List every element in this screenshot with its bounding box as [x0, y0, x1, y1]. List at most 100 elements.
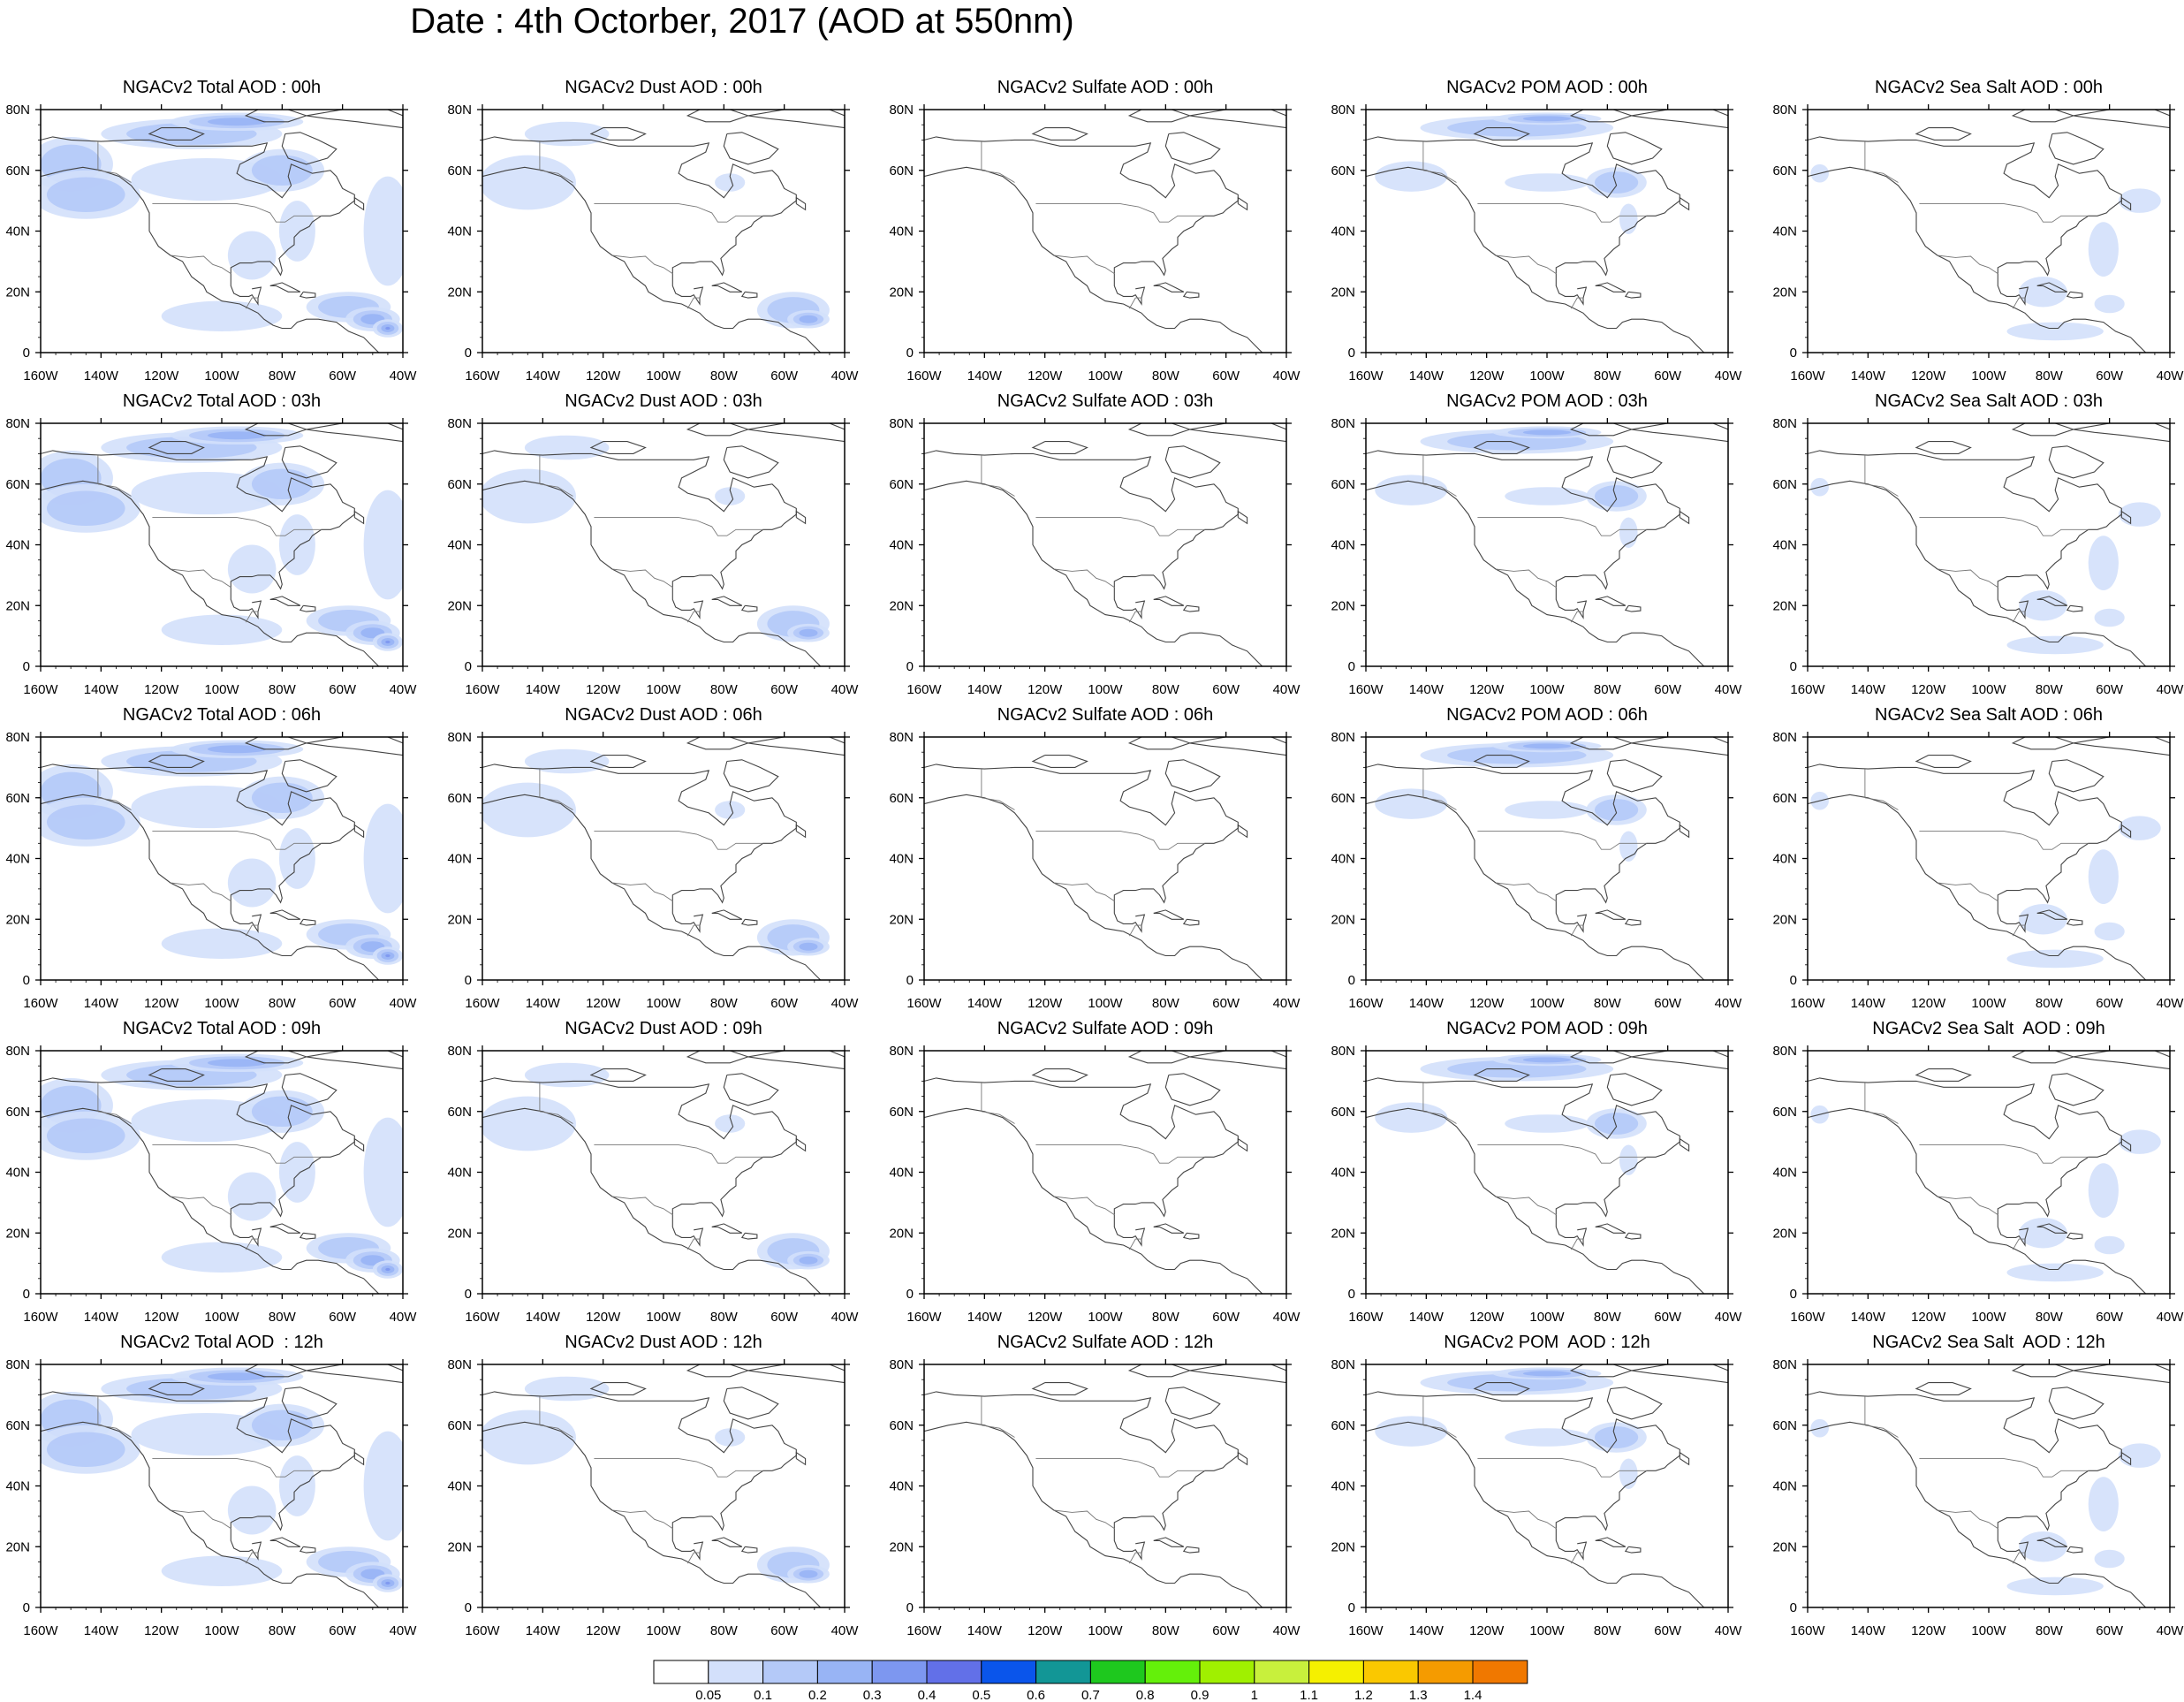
lon-tick-label: 140W [967, 996, 1003, 1011]
aod-plume [1505, 1114, 1589, 1133]
lon-tick-label: 60W [329, 682, 357, 697]
aod-plume [715, 173, 746, 192]
map-panel-total-03h: NGACv2 Total AOD : 03h 160W 140W 120W 100W 80… [0, 391, 442, 697]
lon-tick-label: 40W [831, 996, 860, 1011]
map-panel-seasalt-00h: NGACv2 Sea Salt AOD : 00h 160W 140W 120W 100… [1767, 78, 2184, 384]
lon-tick-label: 80W [1594, 1623, 1622, 1638]
aod-map: 160W 140W 120W 100W 80W 60W 40W 0 20N 40N 60N 80N [1772, 1044, 2184, 1325]
lat-tick-label: 60N [5, 477, 30, 492]
aod-plume [799, 1256, 818, 1265]
lon-tick-label: 100W [1971, 1623, 2006, 1638]
lon-tick-label: 80W [1594, 1310, 1622, 1325]
lat-tick-label: 40N [1772, 538, 1797, 553]
lat-tick-label: 0 [1790, 973, 1797, 988]
lat-tick-label: 20N [889, 912, 914, 927]
lon-tick-label: 120W [1911, 996, 1946, 1011]
lat-tick-label: 80N [1331, 416, 1355, 431]
lat-tick-label: 80N [1772, 416, 1797, 431]
country-borders [539, 1083, 763, 1250]
aod-plume [2094, 1235, 2125, 1255]
aod-plume [1522, 1057, 1572, 1063]
aod-shading [41, 112, 403, 338]
lat-tick-label: 0 [1790, 659, 1797, 674]
lon-tick-label: 80W [2036, 369, 2064, 384]
lat-tick-label: 20N [447, 598, 472, 613]
lon-tick-label: 160W [906, 1310, 942, 1325]
aod-map: 160W 140W 120W 100W 80W 60W 40W 0 20N 40N 60N 80N [5, 1357, 417, 1638]
lat-tick-label: 80N [1331, 1044, 1355, 1059]
aod-plume [799, 315, 818, 323]
lon-tick-label: 160W [906, 996, 942, 1011]
lon-tick-label: 140W [526, 996, 561, 1011]
lon-tick-label: 60W [1654, 1623, 1682, 1638]
lat-tick-label: 0 [465, 659, 472, 674]
colorbar-label: 1 [1251, 1688, 1258, 1702]
lon-tick-label: 140W [1851, 369, 1886, 384]
aod-map: 160W 140W 120W 100W 80W 60W 40W 0 20N 40N 60N 80N [1331, 730, 1742, 1011]
lon-tick-label: 140W [526, 1310, 561, 1325]
lon-tick-label: 80W [269, 369, 297, 384]
lat-tick-label: 60N [5, 791, 30, 806]
aod-plume [46, 804, 125, 840]
lon-tick-label: 80W [710, 682, 739, 697]
lat-tick-label: 60N [1772, 791, 1797, 806]
aod-plume [2088, 849, 2119, 905]
coastlines [924, 1051, 1286, 1294]
aod-plume [251, 782, 313, 814]
lat-tick-label: 20N [1772, 1226, 1797, 1241]
aod-plume [1375, 1416, 1448, 1447]
lon-tick-label: 40W [1273, 682, 1301, 697]
lat-tick-label: 60N [1772, 477, 1797, 492]
coastlines [924, 1364, 1286, 1607]
aod-shading [1375, 1053, 1647, 1175]
aod-plume [363, 1431, 403, 1541]
lon-tick-label: 100W [1088, 682, 1123, 697]
lat-tick-label: 20N [5, 285, 30, 300]
aod-plume [2006, 1263, 2104, 1282]
lon-tick-label: 120W [144, 1310, 179, 1325]
lat-tick-label: 20N [1331, 1539, 1355, 1554]
lon-tick-label: 100W [646, 682, 681, 697]
aod-plume [161, 300, 283, 331]
lon-tick-label: 80W [1152, 369, 1180, 384]
aod-shading [1375, 112, 1647, 234]
lat-tick-label: 20N [1331, 598, 1355, 613]
lat-tick-label: 40N [1772, 852, 1797, 867]
aod-plume [385, 640, 391, 644]
lat-tick-label: 0 [906, 1600, 914, 1615]
map-panel-sulfate-09h: NGACv2 Sulfate AOD : 09h 160W 140W 120W 100W… [883, 1019, 1325, 1325]
lon-tick-label: 160W [906, 682, 942, 697]
coastlines [1366, 1051, 1728, 1294]
lon-tick-label: 100W [646, 1623, 681, 1638]
aod-map: 160W 140W 120W 100W 80W 60W 40W 0 20N 40N 60N 80N [447, 1044, 859, 1325]
lon-tick-label: 120W [586, 682, 621, 697]
lon-tick-label: 60W [2096, 1310, 2124, 1325]
lon-tick-label: 40W [390, 996, 418, 1011]
lat-tick-label: 0 [906, 1287, 914, 1302]
lon-tick-label: 140W [1409, 996, 1445, 1011]
map-panel-total-09h: NGACv2 Total AOD : 09h 160W 140W 120W 100W 80… [0, 1019, 442, 1325]
lat-tick-label: 0 [906, 659, 914, 674]
lat-tick-label: 0 [906, 973, 914, 988]
colorbar-label: 0.5 [972, 1688, 990, 1702]
lat-tick-label: 0 [23, 1600, 30, 1615]
lon-tick-label: 100W [1971, 1310, 2006, 1325]
panel-title: NGACv2 Sulfate AOD : 09h [997, 1019, 1214, 1038]
lon-tick-label: 40W [2157, 682, 2184, 697]
coastlines [1366, 110, 1728, 353]
lon-tick-label: 100W [1529, 996, 1565, 1011]
aod-plume [251, 1409, 313, 1441]
lat-tick-label: 0 [1790, 346, 1797, 361]
lat-tick-label: 80N [447, 1044, 472, 1059]
lat-tick-label: 80N [1772, 103, 1797, 118]
lat-tick-label: 60N [1331, 163, 1355, 179]
lon-tick-label: 100W [204, 996, 239, 1011]
lon-tick-label: 80W [710, 1310, 739, 1325]
lon-tick-label: 100W [646, 1310, 681, 1325]
country-borders [97, 141, 322, 309]
lon-tick-label: 100W [1529, 1310, 1565, 1325]
lon-tick-label: 140W [967, 369, 1003, 384]
colorbar-label: 0.3 [863, 1688, 882, 1702]
figure-title: Date : 4th Octorber, 2017 (AOD at 550nm) [410, 2, 1074, 41]
lat-tick-label: 40N [447, 1479, 472, 1494]
